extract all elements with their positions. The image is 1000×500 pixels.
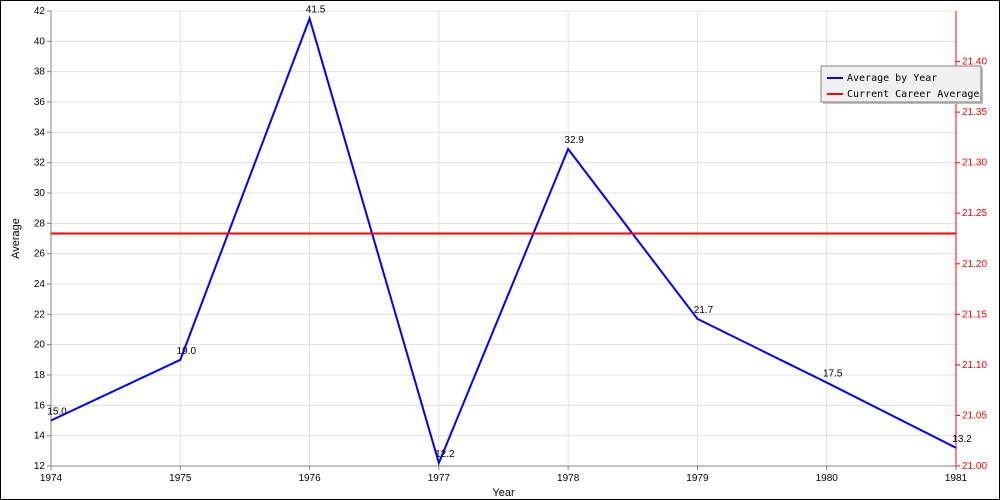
y-axis-title: Average	[10, 218, 22, 259]
y-tick-label-left: 34	[34, 127, 46, 138]
y-tick-label-right: 21.20	[962, 259, 987, 270]
y-tick-label-left: 38	[34, 67, 46, 78]
y-tick-label-left: 30	[34, 188, 46, 199]
x-tick-label: 1981	[945, 473, 968, 484]
data-point-label: 12.2	[435, 449, 455, 460]
x-tick-label: 1975	[169, 473, 192, 484]
x-tick-label: 1974	[40, 473, 63, 484]
y-tick-label-left: 12	[34, 461, 46, 472]
data-point-label: 19.0	[177, 346, 197, 357]
x-tick-label: 1977	[428, 473, 451, 484]
y-tick-label-right: 21.15	[962, 309, 987, 320]
y-tick-label-right: 21.25	[962, 208, 987, 219]
data-point-label: 15.0	[47, 407, 67, 418]
data-point-label: 17.5	[823, 369, 843, 380]
y-tick-label-left: 36	[34, 97, 46, 108]
y-tick-label-right: 21.10	[962, 360, 987, 371]
x-axis-title: Year	[492, 487, 515, 499]
average-by-year-line	[51, 19, 956, 463]
y-tick-label-left: 42	[34, 6, 46, 17]
y-tick-label-right: 21.35	[962, 107, 987, 118]
y-tick-label-left: 28	[34, 218, 46, 229]
data-point-label: 41.5	[306, 5, 326, 16]
data-point-label: 13.2	[952, 434, 972, 445]
y-tick-label-left: 14	[34, 431, 46, 442]
chart-container: 1974 1975 1976 1977 1978 1979 1980 1981 12 14 16 18…	[0, 0, 1000, 500]
y-tick-label-left: 22	[34, 309, 46, 320]
y-tick-label-left: 20	[34, 340, 46, 351]
y-tick-label-right: 21.30	[962, 158, 987, 169]
x-tick-label: 1978	[557, 473, 580, 484]
x-tick-label: 1976	[298, 473, 321, 484]
y-tick-label-left: 26	[34, 249, 46, 260]
legend-label: Current Career Average	[847, 89, 979, 100]
y-tick-label-left: 18	[34, 370, 46, 381]
x-tick-label: 1980	[816, 473, 839, 484]
line-chart: 1974 1975 1976 1977 1978 1979 1980 1981 12 14 16 18…	[1, 1, 999, 499]
y-tick-label-left: 16	[34, 400, 46, 411]
y-tick-label-left: 40	[34, 36, 46, 47]
y-tick-label-right: 21.05	[962, 410, 987, 421]
legend-label: Average by Year	[847, 73, 937, 84]
y-tick-label-left: 32	[34, 158, 46, 169]
x-tick-label: 1979	[686, 473, 709, 484]
y-tick-label-left: 24	[34, 279, 46, 290]
data-point-label: 21.7	[694, 305, 714, 316]
data-point-label: 32.9	[564, 135, 584, 146]
y-tick-label-right: 21.00	[962, 461, 987, 472]
